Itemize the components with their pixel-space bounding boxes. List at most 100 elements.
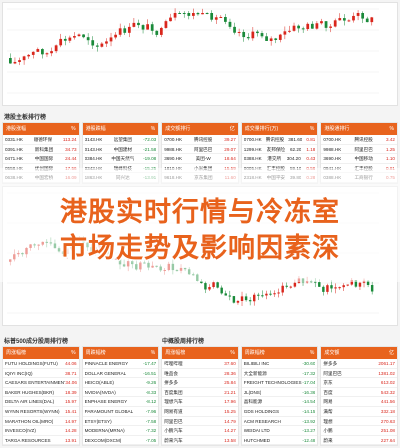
table-cell: 小鹏汽车	[164, 428, 183, 434]
table-cell: 0700.HK	[323, 137, 342, 142]
table-cell: 9988.HK	[164, 146, 183, 152]
table-row[interactable]: BAKER HUGHES(BKR) 13.40	[3, 445, 79, 446]
candle-body	[187, 13, 191, 16]
table-row[interactable]: 0700.HK 腾讯控股 39.27	[162, 135, 238, 145]
table-row[interactable]: 阿里巴巴 14.79	[162, 417, 238, 427]
table-row[interactable]: ENPHASE ENERGY -8.12	[82, 397, 159, 407]
table-row[interactable]: 1299.HK 友邦保险 62.20 1.18	[241, 145, 318, 155]
table-row[interactable]: 哔哩哔哩 37.60	[162, 359, 238, 369]
table-row[interactable]: 网易 441.56	[321, 397, 397, 407]
table-header-cell: %	[309, 126, 315, 132]
table-row[interactable]: HEICO(ABLE) -9.26	[82, 378, 159, 388]
table-row[interactable]: 满帮 332.18	[321, 407, 397, 417]
table-row[interactable]: 携程 190.38	[321, 445, 397, 446]
table-row[interactable]: 理想 270.63	[321, 417, 397, 427]
table-header: 港股通排行%	[321, 123, 397, 135]
table-cell: -12.48	[302, 437, 316, 443]
table-cell: 0384.HK	[84, 156, 103, 162]
table-row[interactable]: 3143.HK 远望集团 -72.03	[82, 135, 159, 145]
table-cell: 113.24	[62, 137, 77, 142]
candle-body	[13, 61, 17, 64]
table-row[interactable]: 9988.HK 阿里巴巴 1.25	[321, 145, 397, 155]
table-row[interactable]: 拼多多 25.84	[162, 378, 238, 388]
table-row[interactable]: 蔚来汽车 13.58	[162, 436, 238, 445]
table-row[interactable]: IQIYI INC(IQ) 38.71	[3, 369, 79, 379]
table-row[interactable]: 3690.HK 美团-W 18.64	[162, 154, 238, 164]
table-cell: -16.51	[143, 370, 157, 376]
table-cell: 网易有道	[164, 408, 183, 414]
table-row[interactable]: 0700.HK 腾讯控股 381.60 0.81	[241, 135, 318, 145]
table-cell: 18.39	[65, 389, 77, 395]
table-row[interactable]: 0388.HK 港交所 304.20 0.43	[241, 154, 318, 164]
table-cell: 3690.HK	[323, 156, 342, 162]
candle-body	[274, 38, 278, 40]
table-row[interactable]: WB DESIGN -12.28	[242, 445, 318, 446]
table-row[interactable]: 网易有道 15.25	[162, 407, 238, 417]
table-row[interactable]: DEXCOM(DXCM) -7.05	[82, 436, 159, 445]
table-row[interactable]: FUTU HOLDINGS(FUTU) 44.06	[3, 359, 79, 369]
candle-body	[228, 21, 232, 27]
table-row[interactable]: PARAMOUNT GLOBAL -7.96	[82, 407, 159, 417]
table-row[interactable]: MARATHON OIL(MRO) 14.97	[3, 417, 79, 427]
table-row[interactable]: 百度 543.32	[321, 388, 397, 398]
table-row[interactable]: 蔚来 227.64	[321, 436, 397, 445]
candle-body	[192, 13, 195, 16]
table-cell: 拼多多	[164, 380, 178, 386]
table-row[interactable]: 0143.HK 中国建材 -21.58	[82, 145, 159, 155]
table-row[interactable]: 京东 613.02	[321, 378, 397, 388]
table-row[interactable]: 0331.HK 顺德环保 113.24	[3, 135, 79, 145]
candle-body	[220, 287, 223, 294]
table-row[interactable]: 唯品会 28.36	[162, 369, 238, 379]
table-row[interactable]: 晶科能源 -14.54	[241, 397, 318, 407]
table-row[interactable]: GDS HOLDINGS -14.15	[241, 407, 318, 417]
table-row[interactable]: 小鹏 251.08	[321, 426, 397, 436]
table-row[interactable]: 拼多多 2061.17	[321, 359, 397, 369]
table-row[interactable]: ACM RESEARCH -13.92	[241, 417, 318, 427]
table-row[interactable]: TARGA RESOURCES 13.91	[3, 436, 79, 445]
table-row[interactable]: 大全新能源 -17.32	[241, 369, 318, 379]
table-row[interactable]: BAKER HUGHES(BKR) 18.39	[3, 388, 79, 398]
candle-body	[269, 38, 273, 41]
table-row[interactable]: JL(DNS) -16.36	[241, 388, 318, 398]
table-row[interactable]: 阿里巴巴 1381.02	[321, 369, 397, 379]
table-row[interactable]: 小鹏汽车 14.27	[162, 426, 238, 436]
candle-body	[155, 30, 159, 35]
table-row[interactable]: HUTCHMED -12.48	[241, 436, 318, 445]
table-header-cell: 成交额排行	[165, 126, 191, 132]
table-row[interactable]: LAMB WESTON -6.57	[83, 445, 159, 446]
table-row[interactable]: BILIBILI INC -30.60	[241, 359, 318, 369]
table-row[interactable]: 9988.HK 阿里巴巴 29.07	[162, 145, 238, 155]
table-row[interactable]: NVIDIA(NVDA) -8.33	[82, 388, 159, 398]
table-row[interactable]: ETSY(ETSY) -7.58	[82, 417, 159, 427]
table-row[interactable]: MODERNA(MRNA) -7.32	[82, 426, 159, 436]
table-cell: -13.92	[302, 418, 316, 424]
table-row[interactable]: 3690.HK 中国移动 1.10	[321, 154, 397, 164]
table-row[interactable]: WEIDAI LTD -13.27	[241, 426, 318, 436]
table-row[interactable]: 0471.HK 中国国际 24.44	[3, 154, 79, 164]
candle-body	[273, 293, 276, 295]
candle-body	[338, 18, 342, 21]
table-cell: NEXT TECHNOLOGY	[164, 445, 210, 446]
candle-body	[352, 15, 355, 21]
table-row[interactable]: 0384.HK 中国天然气 -19.08	[82, 154, 159, 164]
table-row[interactable]: DOLLAR GENERAL -16.51	[82, 369, 159, 379]
candle-body	[261, 295, 264, 297]
table-row[interactable]: 百度集团 21.21	[162, 388, 238, 398]
table-row[interactable]: DELTA AIR LINES(DAL) 15.97	[3, 397, 79, 407]
candle-body	[36, 49, 40, 52]
table-cell: 阿里巴巴	[354, 146, 373, 152]
table-row[interactable]: FREIGHT TECHNOLOGIES -17.04	[241, 378, 318, 388]
table-row[interactable]: CAESARS ENTERTAINMENT 34.06	[3, 378, 79, 388]
table-row[interactable]: PINNACLE ENERGY -17.47	[82, 359, 159, 369]
table-row[interactable]: WYNN RESORTS(WYNN) 15.41	[3, 407, 79, 417]
table-cell: BAKER HUGHES(BKR)	[5, 445, 54, 446]
ranking-table: 周涨幅榜% 哔哩哔哩 37.60 唯品会 28.36 拼多多 25.84 百度集团 21.21 理…	[161, 346, 239, 446]
table-row[interactable]: 0700.HK 腾讯控股 3.42	[321, 135, 397, 145]
table-cell: 中国建材	[113, 146, 133, 152]
table-row[interactable]: INVESCO(IVZ) 14.28	[3, 426, 79, 436]
candle-body	[293, 282, 297, 287]
table-row[interactable]: 理想汽车 17.96	[162, 397, 238, 407]
table-row[interactable]: 0391.HK 新科集团 34.73	[3, 145, 79, 155]
table-row[interactable]: NEXT TECHNOLOGY 12.95	[162, 445, 238, 446]
table-cell: 3690.HK	[164, 156, 183, 162]
